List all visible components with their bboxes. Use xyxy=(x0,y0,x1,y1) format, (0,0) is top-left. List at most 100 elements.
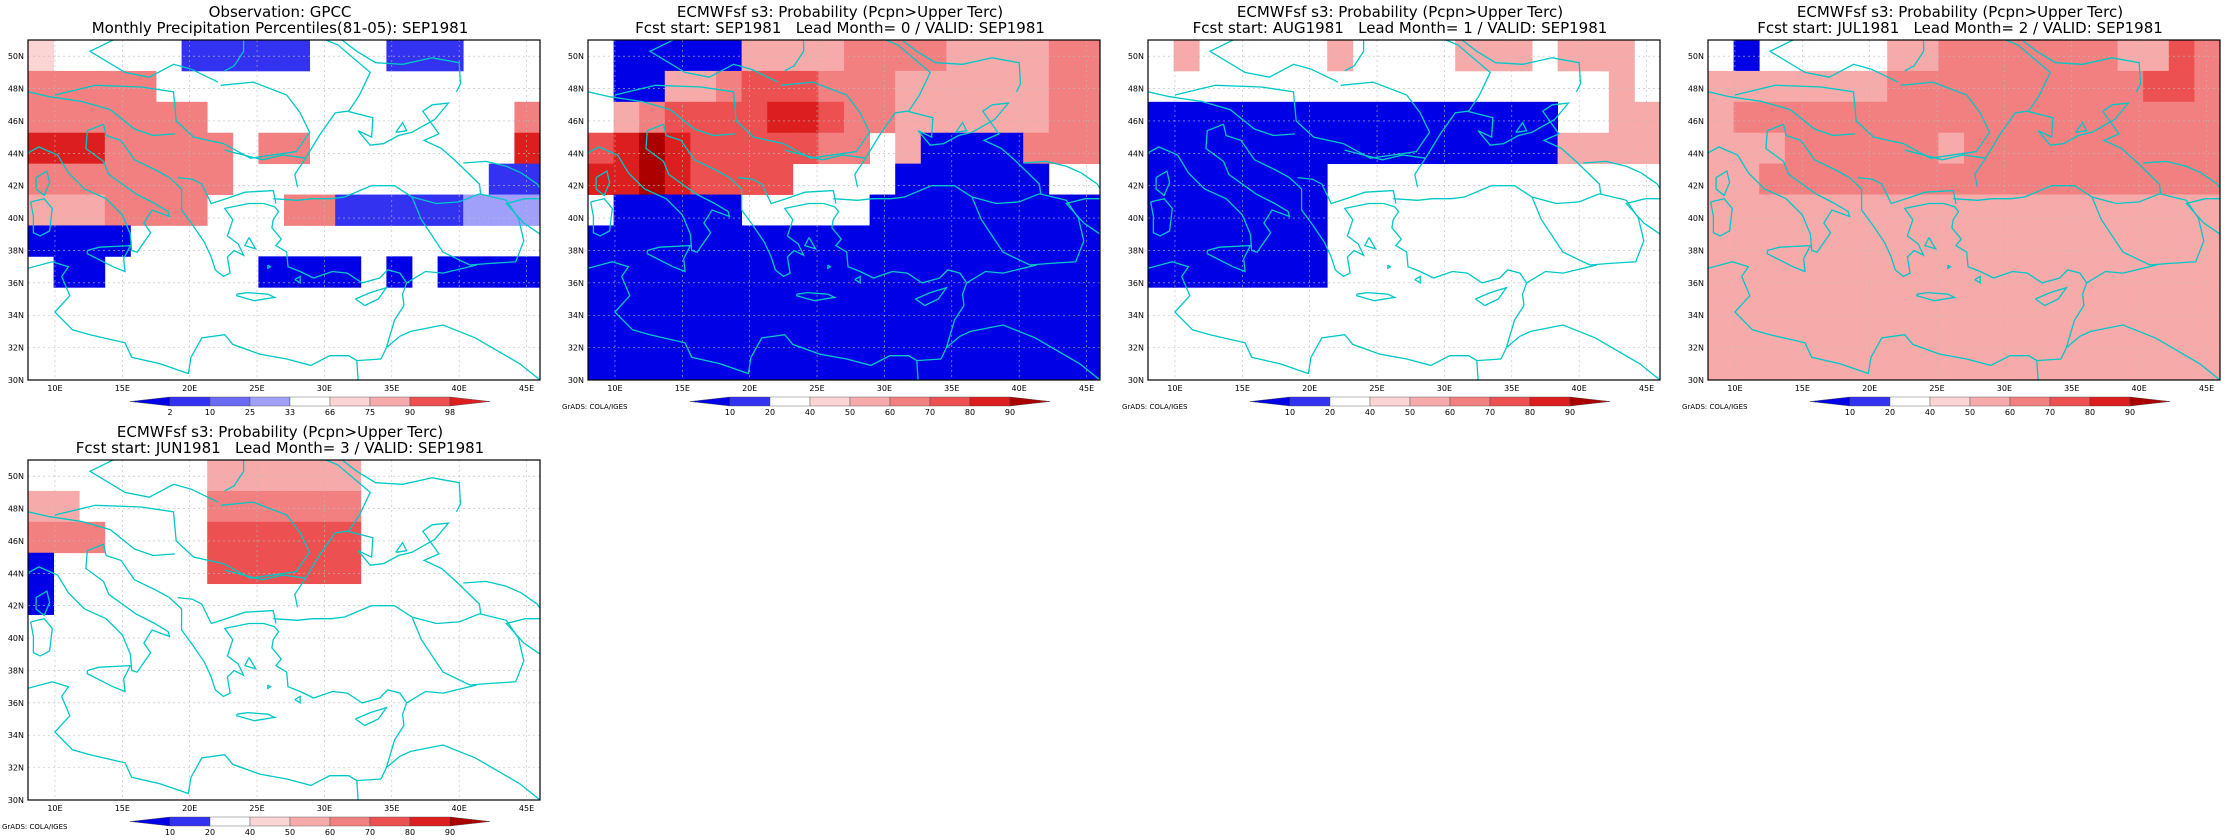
grid-cell xyxy=(1810,101,1837,134)
lon-tick-label: 40E xyxy=(1012,384,1027,393)
coastline xyxy=(28,543,171,673)
grid-cell xyxy=(1173,40,1200,72)
coastline xyxy=(2065,324,2220,380)
coastline xyxy=(1150,197,1173,237)
coastline xyxy=(1916,291,1957,302)
grid-cell xyxy=(946,132,973,165)
lon-tick-label: 40E xyxy=(452,384,467,393)
colorbar-segment xyxy=(369,396,411,407)
map-svg: 50N 48N 46N 44N 42N 40N 38N 36N 34N 32N 30N 10E 15E 2… xyxy=(2,459,541,837)
grid-cell xyxy=(2040,101,2067,134)
map-svg: 50N 48N 46N 44N 42N 40N 38N 36N 34N 32N 30N 10E 15E 2… xyxy=(1682,39,2221,417)
grid-cell xyxy=(2092,318,2118,350)
lat-tick-label: 34N xyxy=(1128,311,1144,320)
colorbar-segment xyxy=(2089,396,2131,407)
lon-tick-label: 10E xyxy=(1167,384,1182,393)
coastline xyxy=(1974,275,1981,285)
coastline xyxy=(28,511,175,557)
grid-cell xyxy=(2066,132,2093,165)
map-svg: 50N 48N 46N 44N 42N 40N 38N 36N 34N 32N 30N 10E 15E 2… xyxy=(1122,39,1661,417)
grid-cell xyxy=(844,349,870,381)
coastline xyxy=(267,684,272,690)
coastline xyxy=(463,580,540,655)
grid-cell xyxy=(1023,163,1050,195)
grid-cell xyxy=(2194,225,2221,257)
grid-cell xyxy=(1989,163,2016,195)
grid-cell xyxy=(1784,349,1811,381)
lat-tick-label: 30N xyxy=(8,376,24,385)
grid-cell xyxy=(2143,101,2170,134)
grid-cell xyxy=(997,163,1024,195)
grid-cell xyxy=(412,194,438,226)
coastline xyxy=(784,149,866,161)
coastline xyxy=(966,264,1037,284)
grid-cell xyxy=(2015,194,2042,226)
coastline xyxy=(224,40,245,72)
colorbar-segment xyxy=(249,396,291,407)
grid-cell xyxy=(972,40,998,72)
grid-cell xyxy=(664,40,691,72)
grid-cell xyxy=(1276,194,1302,226)
lon-tick-label: 15E xyxy=(1795,384,1810,393)
colorbar-label: 70 xyxy=(365,828,375,837)
grid-cell xyxy=(1912,349,1939,381)
grid-cell xyxy=(1023,194,1050,226)
grid-cell xyxy=(588,349,614,381)
grid-cell xyxy=(1912,256,1939,288)
grid-cell xyxy=(2040,225,2067,257)
lat-tick-label: 32N xyxy=(8,764,24,773)
grid-cell xyxy=(2015,318,2042,350)
lat-tick-label: 40N xyxy=(8,634,24,643)
grid-cell xyxy=(792,40,819,72)
grid-cell xyxy=(1938,40,1965,72)
grid-cell xyxy=(920,194,947,226)
grid-cell xyxy=(207,163,234,195)
grid-cell xyxy=(1836,132,1862,165)
grid-cell xyxy=(972,163,998,195)
grid-cell xyxy=(232,40,259,72)
lat-tick-label: 50N xyxy=(1128,52,1144,61)
lon-tick-label: 25E xyxy=(249,804,264,813)
grid-cell xyxy=(2194,163,2221,195)
lon-tick-label: 20E xyxy=(742,384,757,393)
grid-cell xyxy=(1836,101,1862,134)
coastline xyxy=(1356,291,1397,302)
grid-cell xyxy=(258,256,285,288)
coastline xyxy=(236,711,277,722)
coastline xyxy=(177,596,277,625)
grid-cell xyxy=(844,101,870,134)
panel-title-line1: ECMWFsf s3: Probability (Pcpn>Upper Terc… xyxy=(1236,3,1564,21)
grid-cell xyxy=(1938,70,1965,103)
colorbar-label: 10 xyxy=(725,408,735,417)
grid-cell xyxy=(1989,287,2016,319)
grid-cell xyxy=(232,490,259,523)
lat-tick-label: 36N xyxy=(1688,279,1704,288)
colorbar-segment xyxy=(1529,396,1571,407)
grid-cell xyxy=(997,225,1024,257)
grid-cell xyxy=(1583,132,1610,165)
panel-observation: Observation: GPCC Monthly Precipitation … xyxy=(0,0,560,420)
grid-cell xyxy=(2168,349,2195,381)
coastline xyxy=(273,605,480,625)
grid-cell xyxy=(997,287,1024,319)
panel-title-line1: ECMWFsf s3: Probability (Pcpn>Upper Terc… xyxy=(1796,3,2124,21)
grid-cell xyxy=(28,521,54,554)
coastline xyxy=(395,541,408,553)
coastline xyxy=(1393,185,1600,205)
grid-cell xyxy=(1912,163,1939,195)
grid-cell xyxy=(716,349,742,381)
grid-cell xyxy=(792,318,819,350)
lat-tick-label: 32N xyxy=(8,344,24,353)
graticule xyxy=(1148,40,1660,381)
colorbar-label: 80 xyxy=(2085,408,2095,417)
grid-cell xyxy=(2143,256,2170,288)
grid-cell xyxy=(588,318,614,350)
grid-cell xyxy=(613,70,640,103)
grid-cell xyxy=(2143,225,2170,257)
coastline xyxy=(236,291,277,302)
grid-cell xyxy=(767,132,794,165)
coastline xyxy=(294,102,482,194)
grid-cell xyxy=(690,349,717,381)
coastline xyxy=(1768,40,1899,83)
grid-cell xyxy=(1708,163,1734,195)
